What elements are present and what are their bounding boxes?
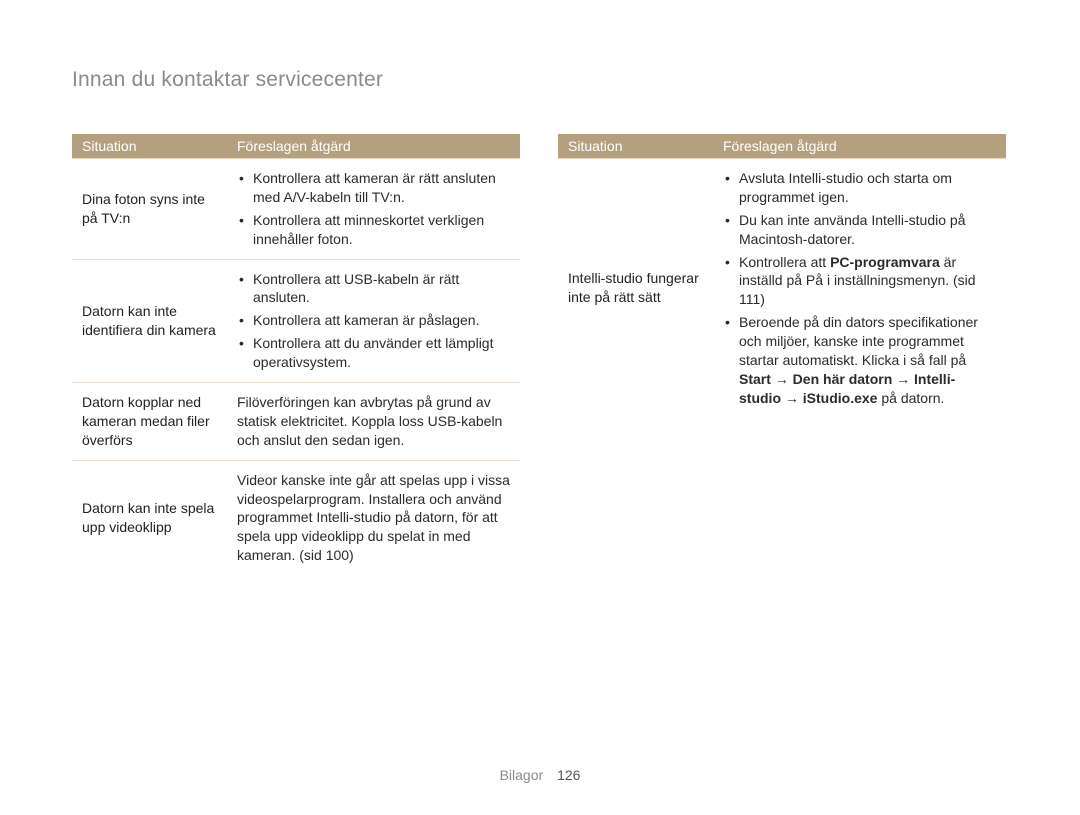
situation-cell: Datorn kan inte identifiera din kamera xyxy=(72,259,227,382)
situation-cell: Dina foton syns inte på TV:n xyxy=(72,159,227,260)
table-row: Datorn kan inte identifiera din kamera K… xyxy=(72,259,520,382)
page-footer: Bilagor 126 xyxy=(0,767,1080,783)
situation-cell: Intelli-studio fungerar inte på rätt sät… xyxy=(558,159,713,418)
list-item: Avsluta Intelli-studio och starta om pro… xyxy=(723,169,996,207)
list-item: Kontrollera att kameran är rätt ansluten… xyxy=(237,169,510,207)
list-item: Du kan inte använda Intelli-studio på Ma… xyxy=(723,211,996,249)
situation-cell: Datorn kopplar ned kameran medan filer ö… xyxy=(72,383,227,461)
table-row: Datorn kan inte spela upp videoklipp Vid… xyxy=(72,460,520,575)
list-item: Kontrollera att USB-kabeln är rätt anslu… xyxy=(237,270,510,308)
list-item: Kontrollera att kameran är påslagen. xyxy=(237,311,510,330)
list-item: Beroende på din dators specifikationer o… xyxy=(723,313,996,407)
col-header-situation: Situation xyxy=(558,134,713,159)
action-cell: Kontrollera att kameran är rätt ansluten… xyxy=(227,159,520,260)
list-item: Kontrollera att PC-programvara är instäl… xyxy=(723,253,996,310)
troubleshoot-table-right: Situation Föreslagen åtgärd Intelli-stud… xyxy=(558,134,1006,418)
footer-section: Bilagor xyxy=(500,767,544,783)
content-columns: Situation Föreslagen åtgärd Dina foton s… xyxy=(72,134,1008,575)
list-item: Kontrollera att minneskortet verkligen i… xyxy=(237,211,510,249)
situation-cell: Datorn kan inte spela upp videoklipp xyxy=(72,460,227,575)
action-cell: Filöverföringen kan avbrytas på grund av… xyxy=(227,383,520,461)
list-item: Kontrollera att du använder ett lämpligt… xyxy=(237,334,510,372)
action-cell: Kontrollera att USB-kabeln är rätt anslu… xyxy=(227,259,520,382)
table-row: Intelli-studio fungerar inte på rätt sät… xyxy=(558,159,1006,418)
col-header-situation: Situation xyxy=(72,134,227,159)
troubleshoot-table-left: Situation Föreslagen åtgärd Dina foton s… xyxy=(72,134,520,575)
footer-page-number: 126 xyxy=(557,767,580,783)
left-column: Situation Föreslagen åtgärd Dina foton s… xyxy=(72,134,520,575)
right-column: Situation Föreslagen åtgärd Intelli-stud… xyxy=(558,134,1006,575)
table-row: Datorn kopplar ned kameran medan filer ö… xyxy=(72,383,520,461)
action-cell: Videor kanske inte går att spelas upp i … xyxy=(227,460,520,575)
table-row: Dina foton syns inte på TV:n Kontrollera… xyxy=(72,159,520,260)
col-header-action: Föreslagen åtgärd xyxy=(713,134,1006,159)
action-cell: Avsluta Intelli-studio och starta om pro… xyxy=(713,159,1006,418)
page-title: Innan du kontaktar servicecenter xyxy=(72,68,383,92)
col-header-action: Föreslagen åtgärd xyxy=(227,134,520,159)
